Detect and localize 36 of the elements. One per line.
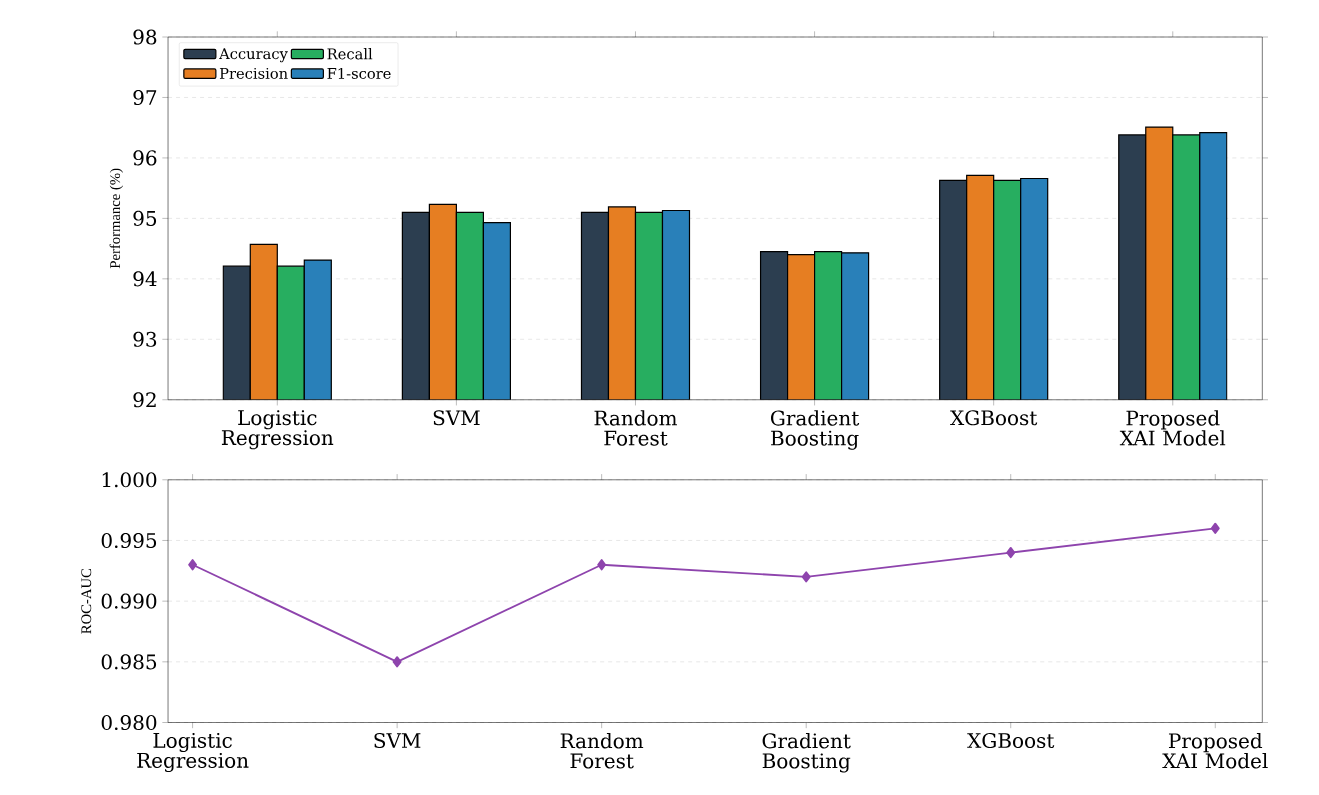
legend-label: Precision (219, 67, 288, 79)
legend-label: Accuracy (219, 48, 288, 63)
y-tick-label: 92 (133, 392, 156, 408)
point (1210, 522, 1220, 534)
y-tick-label: 0.985 (101, 654, 157, 670)
x-tick-label: Random Forest (594, 410, 677, 446)
x-tick-label: Logistic Regression (137, 732, 249, 772)
y-tick-label: 0.995 (101, 532, 157, 548)
y-tick-label: 96 (133, 150, 157, 166)
x-tick-label: Gradient Boosting (762, 732, 851, 773)
x-tick-label: Gradient Boosting (770, 410, 860, 450)
point (801, 571, 811, 583)
legend-label: F1-score (327, 67, 391, 79)
point (1006, 546, 1016, 559)
x-tick-label: Logistic Regression (221, 410, 334, 450)
y-tick-label: 95 (133, 210, 157, 226)
x-tick-label: XGBoost (950, 410, 1038, 426)
y-tick-label: 97 (133, 89, 157, 105)
y-axis-title: Performance (%) (109, 168, 124, 269)
point (188, 559, 198, 571)
point (597, 559, 607, 571)
x-tick-label: Random Forest (560, 732, 644, 769)
y-tick-label: 0.980 (101, 714, 157, 730)
y-tick-label: 93 (133, 331, 157, 347)
x-tick-label: SVM (433, 410, 480, 426)
x-tick-label: SVM (374, 732, 421, 748)
y-tick-label: 0.990 (101, 593, 157, 609)
x-tick-label: XGBoost (967, 732, 1055, 748)
legend-label: Recall (327, 47, 373, 60)
y-tick-label: 1.000 (102, 472, 157, 488)
x-tick-label: Proposed XAI Model (1119, 410, 1226, 446)
y-axis-title: ROC-AUC (81, 568, 92, 634)
point (392, 656, 402, 668)
y-tick-label: 94 (133, 271, 157, 287)
x-tick-label: Proposed XAI Model (1162, 732, 1268, 769)
y-tick-label: 98 (133, 29, 157, 45)
